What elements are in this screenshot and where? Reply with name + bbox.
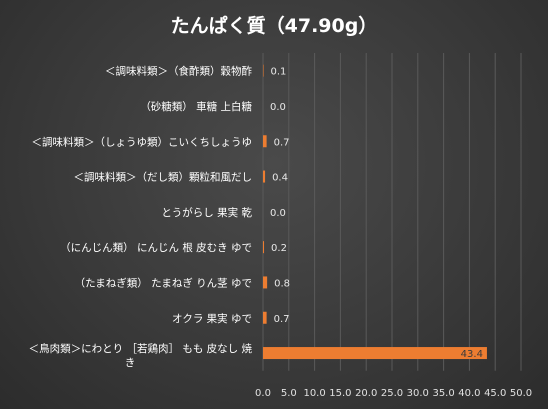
chart-title: たんぱく質（47.90g） [171, 14, 378, 37]
data-label: 0.0 [270, 208, 286, 219]
x-tick-label: 25.0 [381, 388, 403, 399]
bar [263, 241, 265, 254]
bar-series: 0.1 0.0 0.7 0.4 0.0 0.2 0.8 0.7 43.4 [263, 64, 487, 360]
x-tick-label: 15.0 [329, 388, 351, 399]
grid-lines [262, 53, 522, 371]
x-tick-label: 10.0 [303, 388, 325, 399]
x-tick-label: 20.0 [355, 388, 377, 399]
category-label: （たまねぎ類） たまねぎ りん茎 ゆで [75, 276, 252, 289]
category-label: ＜調味料類＞（だし類）顆粒和風だし [74, 171, 253, 184]
category-label: ＜調味料類＞（しょうゆ類）こいくちしょうゆ [32, 135, 253, 148]
bar [263, 64, 264, 77]
category-label: （砂糖類） 車糖 上白糖 [140, 100, 252, 113]
data-label: 43.4 [461, 349, 483, 360]
data-label: 0.8 [274, 278, 290, 289]
value-axis-labels: 0.0 5.0 10.0 15.0 20.0 25.0 30.0 35.0 40.0 45.0 50… [255, 388, 532, 399]
x-tick-label: 45.0 [484, 388, 506, 399]
category-label-continuation: き [125, 357, 136, 369]
category-label: ＜調味料類＞（食酢類）穀物酢 [105, 65, 252, 78]
category-label: ＜鳥肉類＞にわとり ［若鶏肉］ もも 皮なし 焼 [29, 342, 253, 355]
bar [263, 276, 268, 289]
x-tick-label: 50.0 [510, 388, 532, 399]
bar [263, 311, 267, 324]
x-tick-label: 35.0 [432, 388, 454, 399]
category-label: （にんじん類） にんじん 根 皮むき ゆで [60, 241, 252, 254]
data-label: 0.7 [274, 137, 290, 148]
bar [263, 170, 266, 183]
category-label: オクラ 果実 ゆで [172, 312, 252, 325]
x-tick-label: 40.0 [458, 388, 480, 399]
category-label: とうがらし 果実 乾 [161, 206, 252, 219]
data-label: 0.1 [271, 67, 287, 78]
data-label: 0.4 [272, 173, 288, 184]
x-tick-label: 5.0 [281, 388, 297, 399]
bar [263, 347, 487, 360]
data-label: 0.0 [270, 102, 286, 113]
bar [263, 135, 267, 148]
data-label: 0.7 [274, 314, 290, 325]
category-axis-labels: ＜調味料類＞（食酢類）穀物酢 （砂糖類） 車糖 上白糖 ＜調味料類＞（しょうゆ類）こ… [29, 65, 253, 369]
x-tick-label: 0.0 [255, 388, 271, 399]
data-label: 0.2 [271, 243, 287, 254]
x-tick-label: 30.0 [407, 388, 429, 399]
